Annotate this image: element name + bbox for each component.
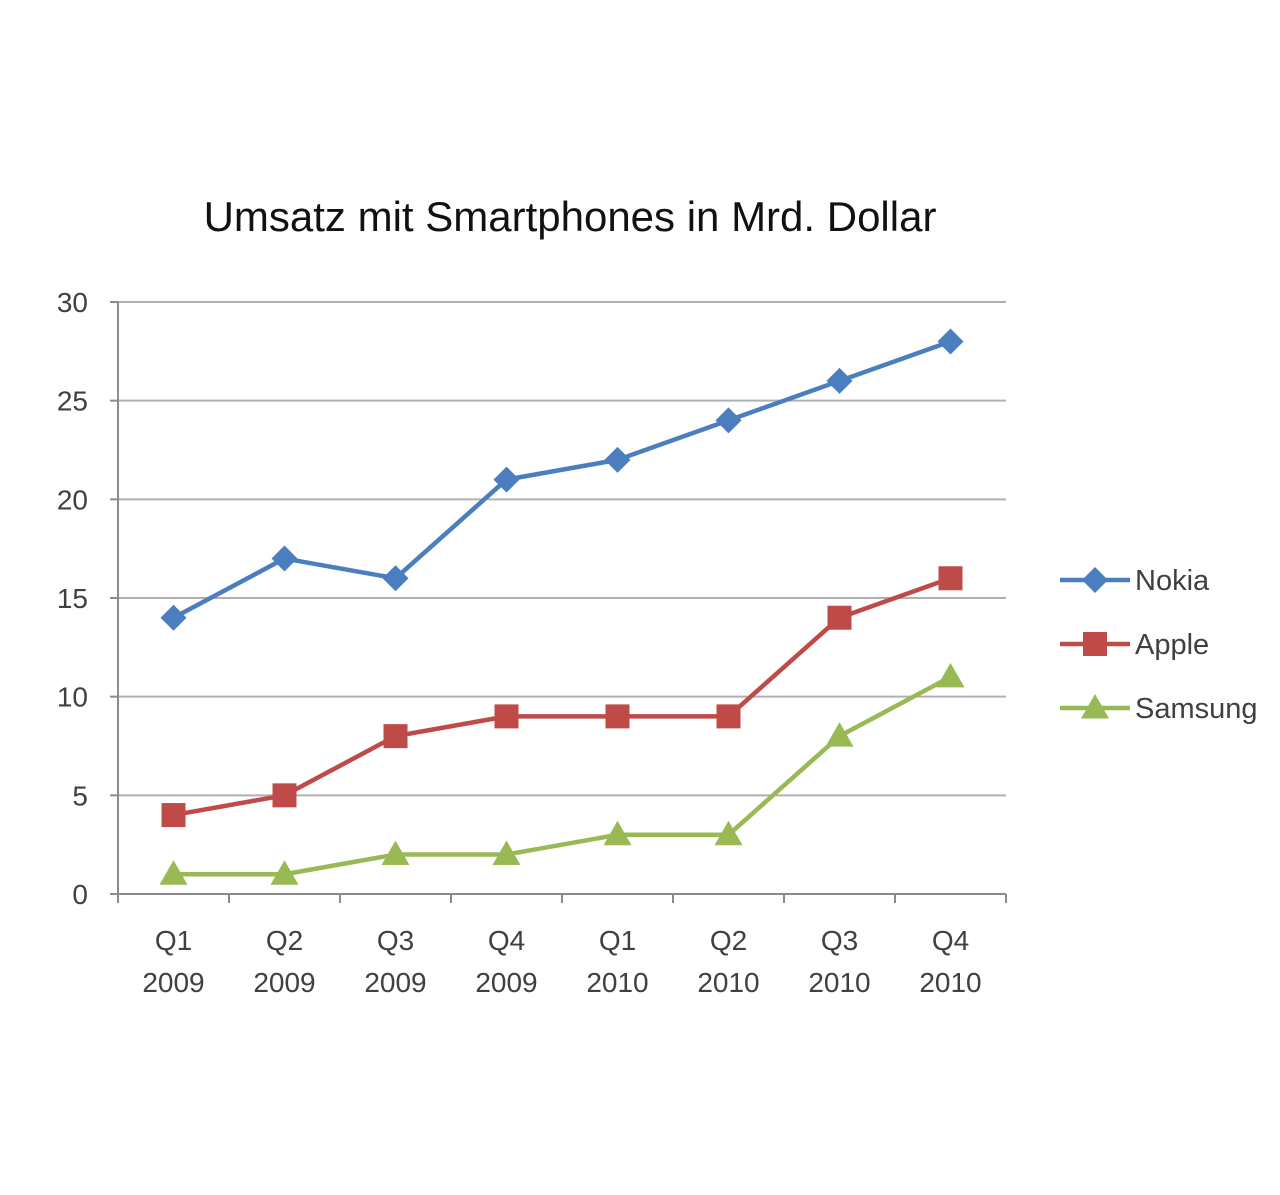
x-tick-label-year: 2010: [586, 967, 648, 998]
data-point-nokia: [715, 407, 742, 434]
axes: 0 5 10 15 20 25 30 Q1 2009 Q2 2009 Q3 2009 Q4 2009 Q1 20…: [57, 287, 1007, 998]
y-tick-label: 20: [57, 484, 88, 515]
data-point-apple: [272, 783, 297, 808]
series-line-apple: [173, 576, 952, 818]
x-tick-label-year: 2010: [919, 967, 981, 998]
y-tick-label: 10: [57, 682, 88, 713]
y-tick-label: 0: [72, 879, 88, 910]
legend-marker-samsung: [1081, 694, 1109, 719]
y-tick-label: 15: [57, 583, 88, 614]
x-tick-label-quarter: Q3: [821, 925, 858, 956]
data-point-nokia: [826, 367, 853, 394]
series-samsung: [159, 662, 965, 885]
legend-label-samsung: Samsung: [1135, 693, 1258, 725]
data-point-nokia: [493, 466, 520, 493]
legend-label-nokia: Nokia: [1135, 565, 1210, 597]
gridlines: [118, 301, 1006, 797]
x-tick-label-quarter: Q2: [710, 925, 747, 956]
data-point-samsung: [936, 662, 965, 688]
series-group: [159, 328, 965, 885]
data-point-samsung: [492, 840, 521, 866]
data-point-apple: [938, 566, 963, 591]
data-point-nokia: [271, 545, 298, 572]
data-point-apple: [383, 724, 408, 749]
data-point-samsung: [381, 840, 410, 866]
data-point-nokia: [160, 604, 187, 631]
x-tick-label-year: 2009: [475, 967, 537, 998]
series-line-samsung: [173, 674, 952, 877]
x-tick-label-quarter: Q4: [932, 925, 969, 956]
legend-marker-apple: [1083, 632, 1107, 656]
legend-marker-nokia: [1082, 567, 1108, 593]
x-tick-label-quarter: Q4: [488, 925, 525, 956]
x-tick-label-year: 2009: [364, 967, 426, 998]
data-point-samsung: [270, 860, 299, 885]
data-point-samsung: [714, 820, 743, 846]
series-line-nokia: [172, 339, 952, 620]
x-tick-label-quarter: Q1: [155, 925, 192, 956]
y-tick-label: 25: [57, 386, 88, 417]
data-point-nokia: [604, 446, 631, 473]
y-tick-label: 30: [57, 287, 88, 318]
data-point-apple: [716, 704, 741, 729]
legend-item-nokia: Nokia: [1060, 565, 1210, 597]
x-tick-label-year: 2009: [253, 967, 315, 998]
legend-item-apple: Apple: [1060, 629, 1209, 661]
data-point-apple: [605, 704, 630, 729]
x-tick-label-year: 2010: [808, 967, 870, 998]
x-tick-label-year: 2010: [697, 967, 759, 998]
chart-title: Umsatz mit Smartphones in Mrd. Dollar: [204, 193, 937, 240]
data-point-nokia: [937, 328, 964, 355]
data-point-apple: [494, 704, 519, 729]
data-point-apple: [161, 803, 186, 828]
x-tick-label-quarter: Q3: [377, 925, 414, 956]
legend-label-apple: Apple: [1135, 629, 1209, 661]
data-point-apple: [827, 605, 852, 630]
x-tick-label-quarter: Q1: [599, 925, 636, 956]
data-point-samsung: [825, 722, 854, 747]
legend-item-samsung: Samsung: [1060, 693, 1258, 725]
data-point-samsung: [603, 820, 632, 846]
data-point-samsung: [159, 860, 188, 885]
y-tick-label: 5: [72, 780, 88, 811]
series-nokia: [160, 328, 964, 631]
series-apple: [161, 566, 963, 828]
x-tick-label-quarter: Q2: [266, 925, 303, 956]
legend: Nokia Apple Samsung: [1060, 565, 1258, 725]
x-tick-label-year: 2009: [142, 967, 204, 998]
data-point-nokia: [382, 565, 409, 592]
